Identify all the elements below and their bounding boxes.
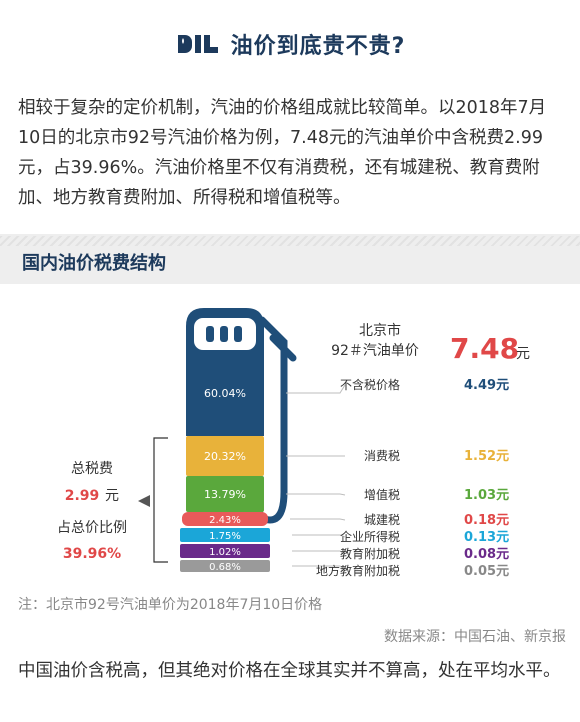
leader-line [290,518,346,521]
pump-nozzle [269,334,297,362]
segment-percent-label: 1.02% [209,547,241,558]
page-title: 油价到底贵不贵? [230,34,406,59]
bracket-pointer [138,495,150,507]
segment-bar [186,350,264,436]
leader-line [292,565,346,572]
segment-percent-label: 1.75% [209,531,241,542]
segment-bar [180,544,270,558]
category-label: 企业所得税 [340,529,400,544]
category-label: 地方教育附加税 [316,563,400,578]
ratio-label: 占总价比例 [57,520,127,536]
data-source: 数据来源：中国石油、新京报 [384,629,566,645]
value-label: 0.08元 [464,547,509,562]
value-label: 0.05元 [464,564,509,579]
intro-paragraph: 相较于复杂的定价机制，汽油的价格组成就比较简单。以2018年7月10日的北京市9… [18,98,547,208]
value-label: 1.03元 [464,488,509,503]
category-label: 增值税 [364,487,400,502]
value-label: 4.49元 [464,378,509,393]
unit-price-value: 7.48 [450,332,519,365]
leader-line [292,534,346,538]
segment-percent-label: 20.32% [204,450,246,463]
unit-price-unit: 元 [516,346,530,362]
leader-line [286,384,346,394]
tax-bracket [153,437,168,563]
category-label: 消费税 [364,449,400,463]
footnote: 注：北京市92号汽油单价为2018年7月10日价格 [18,597,323,613]
conclusion-text: 中国油价含税高，但其绝对价格在全球其实并不算高，处在平均水平。 [18,661,561,681]
tax-structure-chart: 60.04% 不含税价格 4.49元 20.32% 消费税 1.52元 13.79% 增值税 1… [0,290,580,590]
segment-bar [180,528,270,542]
value-label: 0.18元 [464,513,509,528]
ratio-value: 39.96% [63,546,121,562]
pump-screen-slot [206,326,214,342]
segment-percent-label: 0.68% [209,562,241,573]
category-label: 教育附加税 [340,546,400,561]
chart-svg: 60.04% 不含税价格 4.49元 20.32% 消费税 1.52元 13.79% 增值税 1… [57,308,530,579]
section-stripes [0,236,580,246]
price-label-line1: 北京市 [359,322,401,339]
total-tax-value: 2.99 [65,488,100,504]
total-tax-label: 总税费 [71,461,113,477]
category-label: 不含税价格 [340,377,400,392]
pump-screen-slot [234,326,242,342]
segment-percent-label: 2.43% [209,515,241,526]
oil-logo [175,33,221,55]
leader-line [292,550,346,555]
section-title: 国内油价税费结构 [22,253,166,274]
segment-bar [180,560,270,572]
total-tax-unit: 元 [105,488,119,504]
price-label-line2: 92＃汽油单价 [331,343,419,359]
value-label: 0.13元 [464,530,509,545]
pump-screen-slot [220,326,228,342]
segment-bar [186,436,264,476]
segment-bar [186,476,264,512]
leader-line [286,493,346,496]
segment-percent-label: 13.79% [204,488,246,501]
segment-bar [182,512,268,526]
value-label: 1.52元 [464,449,509,464]
category-label: 城建税 [364,513,400,527]
title-row: 油价到底贵不贵? [0,28,580,60]
segment-percent-label: 60.04% [204,387,246,400]
